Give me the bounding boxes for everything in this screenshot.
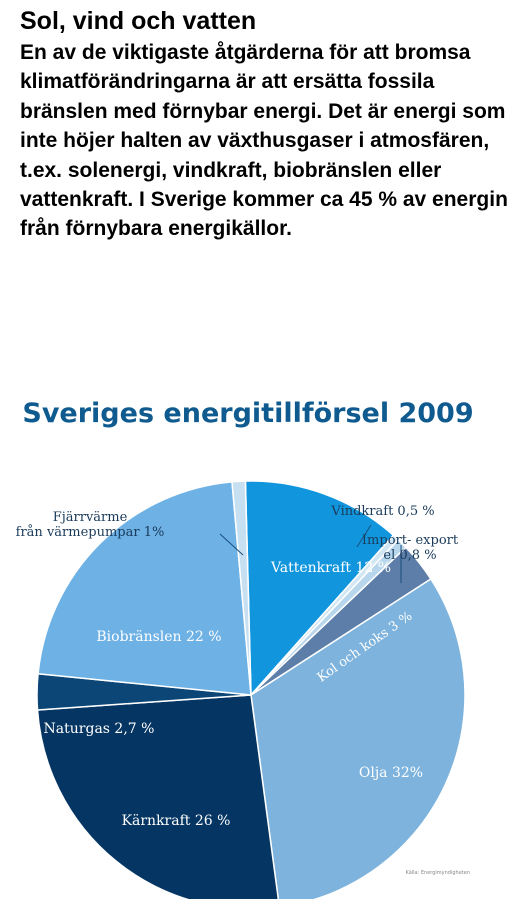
chart-title: Sveriges energitillförsel 2009 — [22, 398, 473, 429]
pie-slice — [37, 481, 252, 696]
slice-label: Olja 32% — [359, 765, 423, 781]
article-heading: Sol, vind och vatten — [20, 7, 257, 35]
slice-label: Naturgas 2,7 % — [44, 721, 155, 737]
slice-label: Biobränslen 22 % — [96, 629, 221, 645]
slice-label: Fjärrvärme från värmepumpar 1% — [16, 510, 165, 540]
slice-label: Vattenkraft 12 % — [270, 560, 391, 576]
pie-slice — [231, 480, 252, 696]
energy-pie-chart: Sveriges energitillförsel 2009 Vattenkra… — [0, 385, 522, 899]
slice-label: Vindkraft 0,5 % — [330, 504, 434, 519]
pie-slice — [250, 578, 466, 899]
leader-line — [219, 533, 244, 556]
pie-chart-svg: Sveriges energitillförsel 2009 Vattenkra… — [16, 398, 474, 899]
pie-slice — [244, 480, 395, 696]
leader-lines — [219, 524, 402, 583]
chart-source: Källa: Energimyndigheten — [406, 870, 471, 876]
pie-slice — [36, 694, 280, 899]
leader-line — [356, 524, 372, 548]
pie-slices — [36, 480, 466, 899]
slice-label: Kärnkraft 26 % — [122, 813, 231, 829]
article-body: En av de viktigaste åtgärderna för att b… — [20, 41, 508, 241]
slice-label: Import- export el 0,8 % — [362, 533, 459, 563]
